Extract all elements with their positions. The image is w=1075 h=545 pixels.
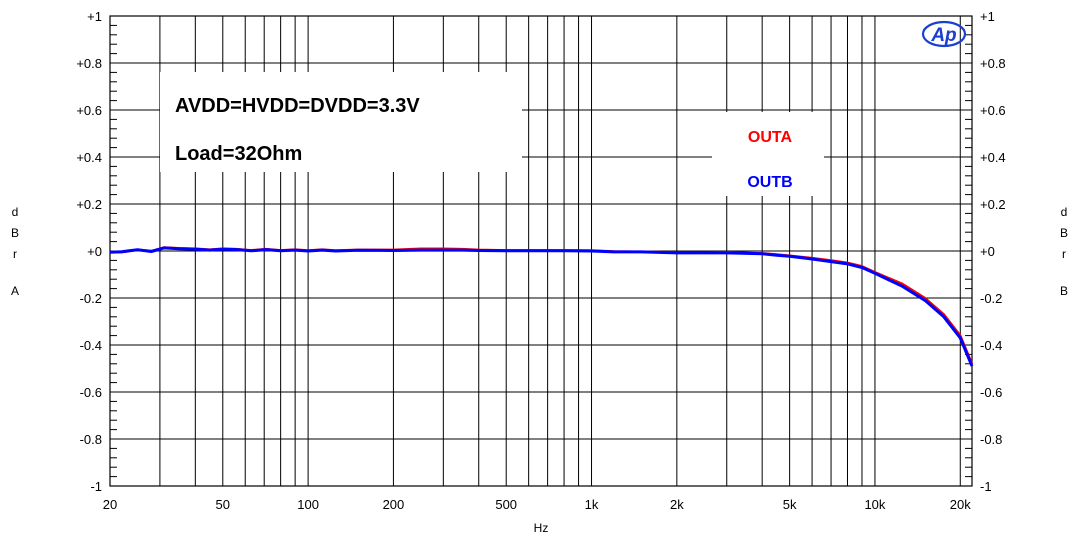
y-axis-title-right: d B r B xyxy=(1060,205,1068,298)
annotation-box xyxy=(160,72,522,172)
y-tick-label-right: +0.6 xyxy=(980,103,1006,118)
y-axis-title-right-char: B xyxy=(1060,226,1068,240)
y-tick-label-left: +0.4 xyxy=(76,150,102,165)
y-tick-label-left: +0 xyxy=(87,244,102,259)
x-tick-label: 5k xyxy=(783,497,797,512)
x-tick-label: 20k xyxy=(950,497,971,512)
x-tick-label: 20 xyxy=(103,497,117,512)
y-tick-label-left: -0.6 xyxy=(80,385,102,400)
y-tick-label-right: +0.8 xyxy=(980,56,1006,71)
y-tick-labels-left: +1 +0.8 +0.6 +0.4 +0.2 +0 -0.2 -0.4 -0.6 -0.8 -1 xyxy=(76,9,102,494)
y-tick-label-left: +0.8 xyxy=(76,56,102,71)
annotation-load: Load=32Ohm xyxy=(175,143,302,165)
legend-box xyxy=(712,112,824,196)
ap-logo-text: Ap xyxy=(930,25,956,46)
series-lines xyxy=(109,246,974,367)
y-tick-label-right: +0.4 xyxy=(980,150,1006,165)
x-axis-title: Hz xyxy=(534,521,549,535)
y-axis-title-right-char: d xyxy=(1061,205,1068,219)
legend-label-outb: OUTB xyxy=(747,174,792,191)
y-tick-label-left: -1 xyxy=(90,479,102,494)
ap-logo-ring xyxy=(921,20,967,48)
x-tick-labels: 20 50 100 200 500 1k 2k 5k 10k 20k xyxy=(103,497,971,512)
x-tick-label: 200 xyxy=(383,497,405,512)
y-axis-title-left-char: d xyxy=(12,205,19,219)
y-axis-title-left-char: r xyxy=(13,247,17,261)
y-tick-label-right: -0.8 xyxy=(980,432,1002,447)
y-tick-label-right: +0.2 xyxy=(980,197,1006,212)
x-tick-label: 10k xyxy=(864,497,885,512)
x-tick-label: 2k xyxy=(670,497,684,512)
x-tick-label: 500 xyxy=(495,497,517,512)
y-tick-label-left: -0.4 xyxy=(80,338,102,353)
y-tick-label-right: -0.6 xyxy=(980,385,1002,400)
y-tick-label-left: +0.2 xyxy=(76,197,102,212)
y-tick-label-right: -0.4 xyxy=(980,338,1002,353)
y-tick-label-left: -0.2 xyxy=(80,291,102,306)
x-tick-label: 50 xyxy=(216,497,230,512)
y-axis-title-right-char: B xyxy=(1060,284,1068,298)
ap-logo: Ap xyxy=(921,20,967,48)
y-tick-label-right: +0 xyxy=(980,244,995,259)
series-line-outb xyxy=(109,246,974,367)
y-axis-title-left-char: B xyxy=(11,226,19,240)
y-tick-label-left: +1 xyxy=(87,9,102,24)
legend-label-outa: OUTA xyxy=(748,129,793,146)
y-tick-label-left: -0.8 xyxy=(80,432,102,447)
x-tick-label: 100 xyxy=(297,497,319,512)
y-axis-title-left: d B r A xyxy=(11,205,19,298)
y-tick-label-right: +1 xyxy=(980,9,995,24)
y-tick-label-right: -1 xyxy=(980,479,992,494)
x-tick-label: 1k xyxy=(585,497,599,512)
annotation-supply-voltage: AVDD=HVDD=DVDD=3.3V xyxy=(175,95,420,117)
y-axis-title-left-char: A xyxy=(11,284,19,298)
y-tick-labels-right: +1 +0.8 +0.6 +0.4 +0.2 +0 -0.2 -0.4 -0.6 -0.8 -1 xyxy=(980,9,1006,494)
y-axis-title-right-char: r xyxy=(1062,247,1066,261)
y-tick-label-left: +0.6 xyxy=(76,103,102,118)
y-tick-label-right: -0.2 xyxy=(980,291,1002,306)
